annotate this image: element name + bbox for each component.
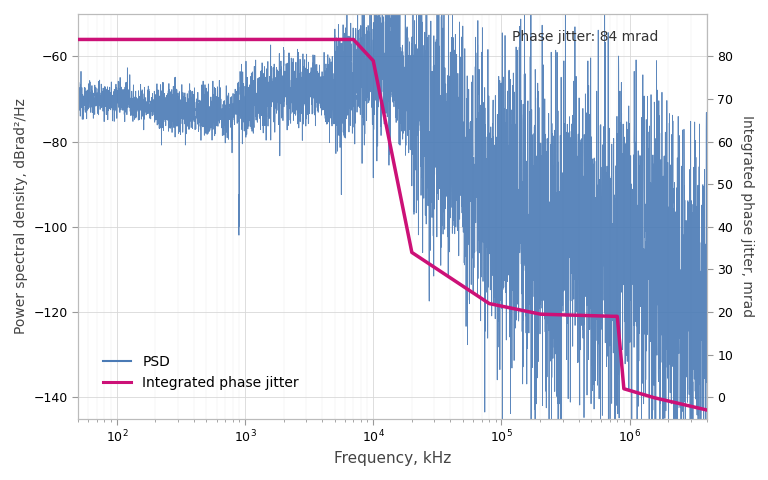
Text: Phase jitter: 84 mrad: Phase jitter: 84 mrad — [512, 30, 658, 44]
Y-axis label: Power spectral density, dBrad²/Hz: Power spectral density, dBrad²/Hz — [14, 98, 28, 334]
Legend: PSD, Integrated phase jitter: PSD, Integrated phase jitter — [98, 349, 304, 396]
X-axis label: Frequency, kHz: Frequency, kHz — [334, 451, 451, 466]
Y-axis label: Integrated phase jitter, mrad: Integrated phase jitter, mrad — [740, 115, 754, 317]
